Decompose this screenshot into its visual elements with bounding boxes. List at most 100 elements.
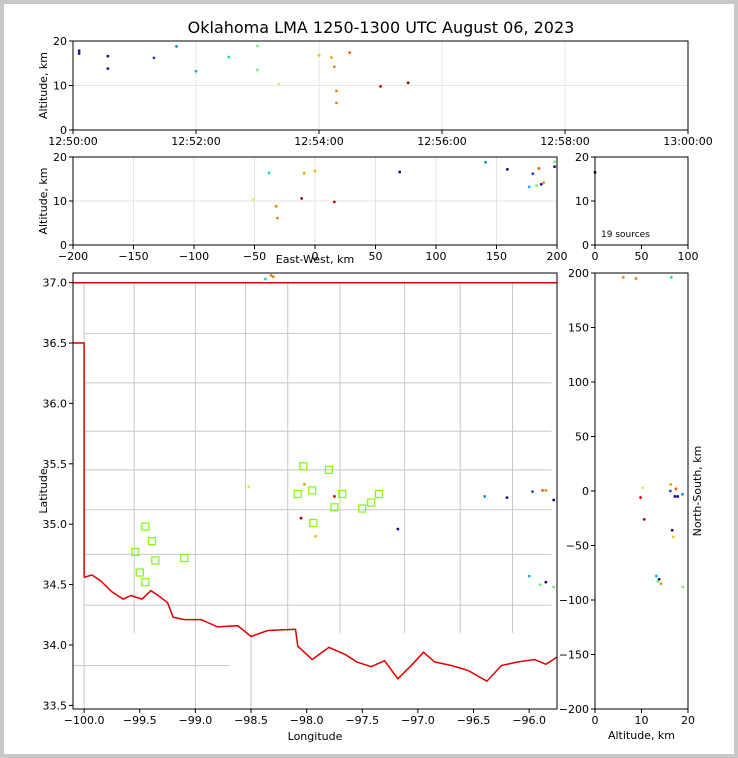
data-point [256, 44, 259, 48]
y-tick-label: 10 [575, 195, 589, 208]
panel-altitude-vs-north-south: 0 10 20 −200 −150 −100 −50 0 50 100 150 200 Altitude… [559, 267, 704, 742]
x-tick-label: −100 [179, 250, 209, 263]
data-point [541, 488, 544, 492]
data-point [106, 54, 110, 58]
data-point [247, 485, 251, 489]
data-point [484, 160, 488, 164]
data-point [106, 67, 110, 70]
data-point [406, 81, 410, 85]
data-point [264, 277, 267, 281]
data-point [527, 185, 531, 189]
y-tick-label: 50 [575, 431, 589, 444]
data-point [657, 577, 661, 581]
y-tick-label: 0 [582, 485, 589, 498]
lma-station-marker [135, 568, 144, 577]
y-tick-label: 10 [53, 80, 67, 93]
data-point [681, 492, 684, 496]
x-tick-label: 100 [678, 250, 699, 263]
state-border-west [73, 342, 85, 578]
data-point [335, 89, 338, 93]
y-tick-label: 0 [60, 124, 67, 137]
data-point [531, 172, 535, 176]
data-point [152, 56, 156, 60]
lma-station-marker [374, 489, 384, 499]
data-point [670, 528, 674, 532]
x-tick-label: −100.0 [64, 714, 105, 727]
data-point [396, 527, 400, 531]
x-axis-label: Altitude, km [608, 729, 675, 742]
lma-station-marker [308, 486, 317, 495]
data-point [313, 169, 317, 173]
data-point [505, 167, 509, 171]
data-point [676, 495, 680, 498]
data-point [535, 184, 538, 188]
x-tick-label: −200 [58, 250, 88, 263]
lma-station-marker [131, 547, 140, 557]
y-tick-label: −50 [566, 540, 589, 553]
data-point [527, 574, 531, 578]
y-tick-label: 20 [53, 35, 67, 48]
y-tick-label: 150 [568, 322, 589, 335]
data-point [659, 582, 663, 586]
x-tick-label: 200 [547, 250, 568, 263]
data-point [531, 490, 534, 494]
data-point [77, 52, 81, 55]
lma-station-marker [358, 504, 367, 513]
data-point [277, 82, 281, 86]
data-point [299, 516, 303, 520]
data-point [300, 196, 304, 200]
data-point [539, 182, 543, 186]
data-point [544, 488, 548, 492]
y-tick-label: 36.0 [43, 397, 68, 410]
x-tick-label: 12:58:00 [540, 135, 589, 148]
state-border-red-river [83, 574, 557, 683]
data-point [537, 167, 541, 170]
x-tick-label: 10 [635, 714, 649, 727]
data-point [552, 498, 556, 502]
lma-station-marker [367, 498, 376, 507]
data-point [227, 55, 231, 59]
data-point [634, 277, 638, 280]
data-point [303, 482, 306, 486]
panel-altitude-vs-time: 12:50:00 12:52:00 12:54:00 12:56:00 12:58:00… [37, 35, 713, 148]
lma-station-marker [324, 465, 334, 474]
y-tick-label: 34.0 [43, 639, 68, 652]
y-tick-label: 37.0 [43, 277, 68, 290]
data-point [544, 580, 548, 584]
data-point [642, 517, 646, 521]
x-tick-label: 100 [426, 250, 447, 263]
x-tick-label: −99.5 [123, 714, 157, 727]
panel-altitude-vs-east-west: −200 −150 −100 −50 0 50 100 150 200 0 10 20 East-Wes… [37, 151, 568, 266]
y-tick-label: −100 [559, 594, 589, 607]
x-tick-label: −99.0 [179, 714, 213, 727]
lma-station-marker [293, 489, 302, 499]
y-tick-label: 36.5 [43, 337, 68, 350]
y-axis-label: Altitude, km [37, 167, 50, 234]
y-tick-label: −150 [559, 649, 589, 662]
x-tick-label: −96.5 [457, 714, 491, 727]
data-point [641, 486, 645, 490]
data-point [553, 160, 556, 164]
data-point [267, 171, 271, 175]
data-point [251, 198, 255, 202]
y-tick-label: 20 [53, 151, 67, 164]
panel-plan-view-map: −100.0 −99.5 −99.0 −98.5 −98.0 −97.5 −97.0 −96.… [37, 272, 558, 743]
x-tick-label: 50 [369, 250, 383, 263]
y-tick-label: 33.5 [43, 699, 68, 712]
data-point [335, 101, 338, 105]
data-point [332, 65, 336, 69]
y-axis-label: Latitude [37, 468, 50, 514]
data-point [194, 69, 198, 73]
data-point [332, 200, 336, 204]
data-point [673, 495, 677, 498]
x-tick-label: −97.5 [345, 714, 379, 727]
axes-frame [594, 272, 689, 710]
x-tick-label: −150 [118, 250, 148, 263]
x-tick-label: −50 [243, 250, 266, 263]
y-tick-label: 0 [582, 239, 589, 252]
x-tick-label: 12:54:00 [294, 135, 343, 148]
x-tick-label: 0 [592, 250, 599, 263]
x-tick-label: 20 [681, 714, 695, 727]
y-tick-label: 10 [53, 195, 67, 208]
